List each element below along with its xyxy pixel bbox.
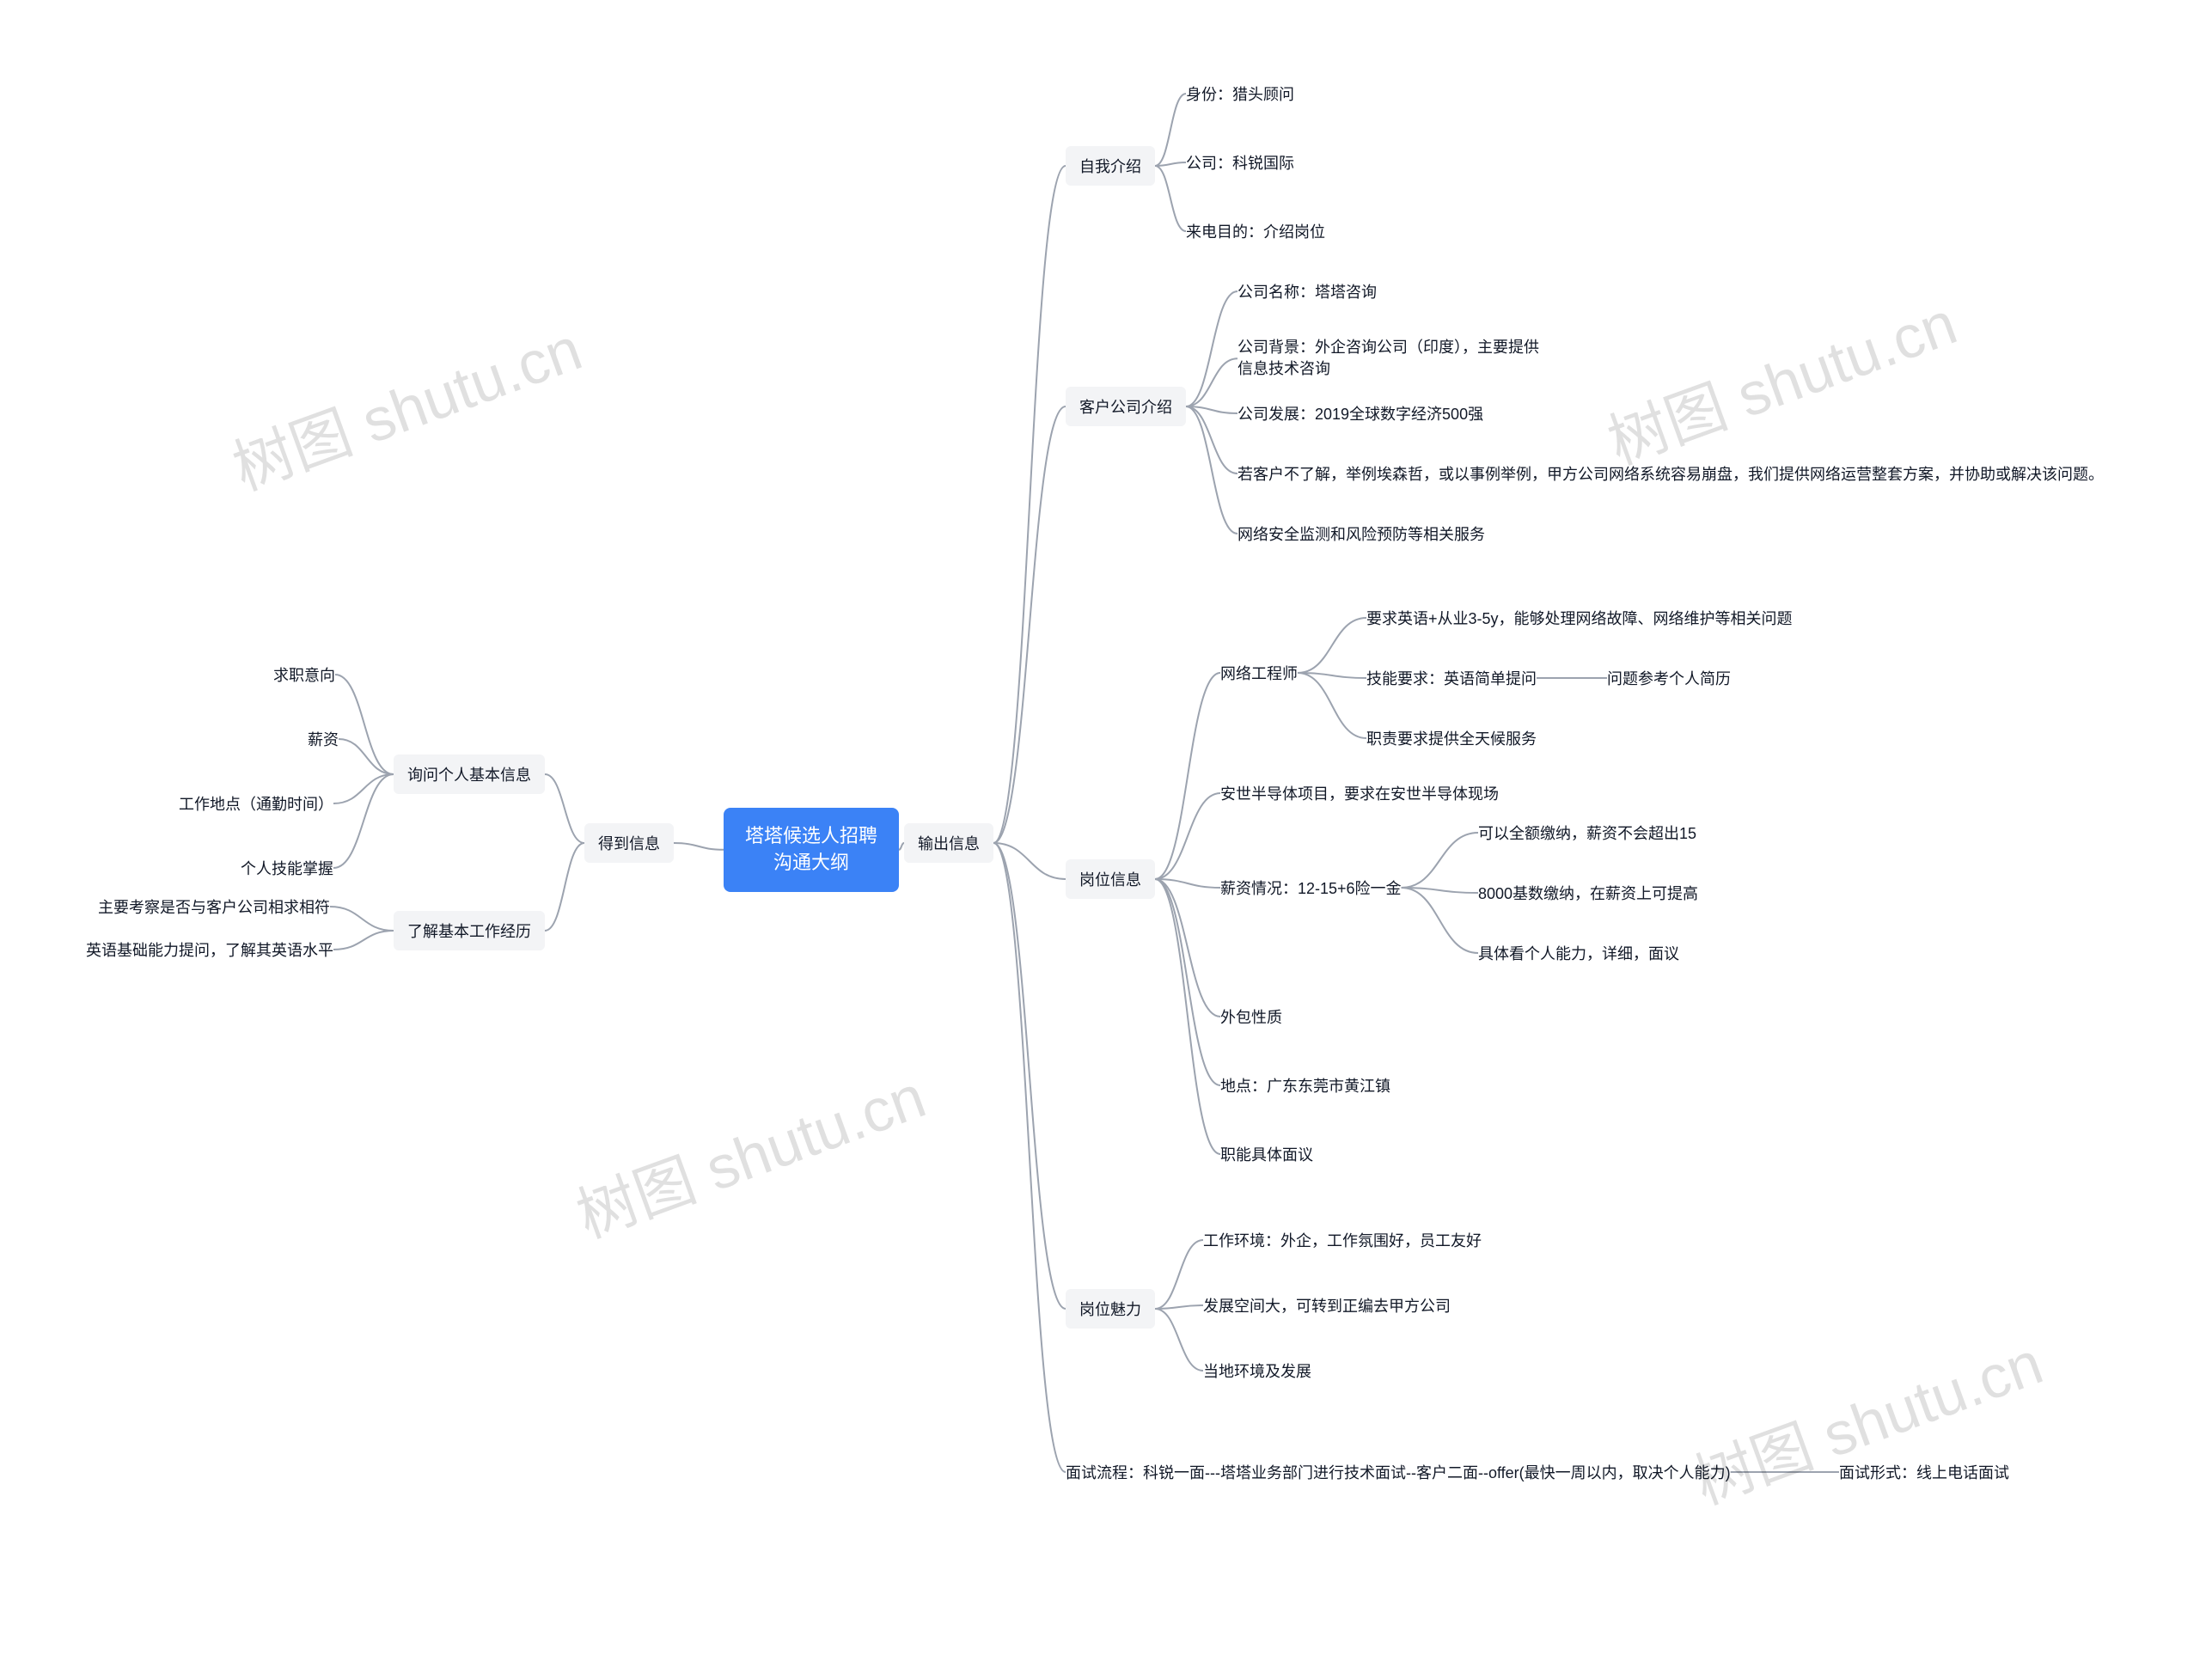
leaf-skill-req[interactable]: 技能要求：英语简单提问 <box>1366 667 1537 689</box>
root-node[interactable]: 塔塔候选人招聘沟通大纲 <box>724 808 899 892</box>
leaf-addr[interactable]: 地点：广东东莞市黄江镇 <box>1220 1074 1390 1097</box>
leaf-247[interactable]: 职责要求提供全天候服务 <box>1366 727 1537 749</box>
leaf-location[interactable]: 工作地点（通勤时间） <box>179 792 333 815</box>
mindmap-canvas: 塔塔候选人招聘沟通大纲 得到信息 询问个人基本信息 求职意向 薪资 工作地点（通… <box>0 0 2200 1680</box>
branch-basic-info[interactable]: 询问个人基本信息 <box>394 754 545 794</box>
branch-work-exp[interactable]: 了解基本工作经历 <box>394 911 545 950</box>
branch-label: 自我介绍 <box>1079 158 1141 175</box>
branch-role-charm[interactable]: 岗位魅力 <box>1066 1289 1155 1329</box>
branch-output-info[interactable]: 输出信息 <box>904 823 993 863</box>
leaf-salary-3[interactable]: 具体看个人能力，详细，面议 <box>1478 942 1679 964</box>
branch-self-intro[interactable]: 自我介绍 <box>1066 146 1155 186</box>
leaf-skill-ref[interactable]: 问题参考个人简历 <box>1607 667 1731 689</box>
branch-label: 得到信息 <box>598 835 660 852</box>
branch-role-info[interactable]: 岗位信息 <box>1066 859 1155 899</box>
branch-label: 客户公司介绍 <box>1079 399 1172 416</box>
branch-client-intro[interactable]: 客户公司介绍 <box>1066 387 1186 426</box>
leaf-salary[interactable]: 薪资 <box>308 728 339 750</box>
leaf-local[interactable]: 当地环境及发展 <box>1203 1359 1311 1382</box>
leaf-company[interactable]: 公司：科锐国际 <box>1186 151 1294 174</box>
branch-label: 岗位信息 <box>1079 871 1141 889</box>
branch-label: 了解基本工作经历 <box>407 923 531 940</box>
leaf-growth[interactable]: 发展空间大，可转到正编去甲方公司 <box>1203 1294 1451 1317</box>
leaf-interview-form[interactable]: 面试形式：线上电话面试 <box>1839 1461 2009 1483</box>
watermark: 树图 shutu.cn <box>220 302 592 508</box>
leaf-func[interactable]: 职能具体面议 <box>1220 1143 1313 1165</box>
leaf-salary-1[interactable]: 可以全额缴纳，薪资不会超出15 <box>1478 822 1696 844</box>
root-label: 塔塔候选人招聘沟通大纲 <box>745 825 877 873</box>
branch-net-engineer[interactable]: 网络工程师 <box>1220 662 1298 684</box>
leaf-english[interactable]: 英语基础能力提问，了解其英语水平 <box>86 938 333 961</box>
leaf-purpose[interactable]: 来电目的：介绍岗位 <box>1186 220 1325 242</box>
branch-interview-flow[interactable]: 面试流程：科锐一面---塔塔业务部门进行技术面试--客户二面--offer(最快… <box>1066 1461 1731 1483</box>
watermark: 树图 shutu.cn <box>564 1049 936 1255</box>
leaf-intention[interactable]: 求职意向 <box>273 663 335 686</box>
watermark: 树图 shutu.cn <box>1681 1316 2053 1522</box>
branch-label: 询问个人基本信息 <box>407 767 531 784</box>
leaf-match[interactable]: 主要考察是否与客户公司相求相符 <box>98 895 330 918</box>
leaf-salary-2[interactable]: 8000基数缴纳，在薪资上可提高 <box>1478 882 1698 904</box>
leaf-project[interactable]: 安世半导体项目，要求在安世半导体现场 <box>1220 782 1499 804</box>
leaf-client-serv[interactable]: 网络安全监测和风险预防等相关服务 <box>1238 522 1485 545</box>
branch-label: 输出信息 <box>918 835 980 852</box>
leaf-client-name[interactable]: 公司名称：塔塔咨询 <box>1238 280 1377 302</box>
leaf-env[interactable]: 工作环境：外企，工作氛围好，员工友好 <box>1203 1229 1482 1251</box>
branch-got-info[interactable]: 得到信息 <box>584 823 674 863</box>
branch-label: 岗位魅力 <box>1079 1301 1141 1318</box>
watermark: 树图 shutu.cn <box>1595 276 1967 482</box>
leaf-client-ex[interactable]: 若客户不了解，举例埃森哲，或以事例举例，甲方公司网络系统容易崩盘，我们提供网络运… <box>1238 462 2104 485</box>
branch-salary[interactable]: 薪资情况：12-15+6险一金 <box>1220 877 1402 899</box>
connectors-layer <box>0 0 2200 1680</box>
leaf-skills[interactable]: 个人技能掌握 <box>241 857 333 879</box>
leaf-req-eng[interactable]: 要求英语+从业3-5y，能够处理网络故障、网络维护等相关问题 <box>1366 607 1793 629</box>
leaf-outsource[interactable]: 外包性质 <box>1220 1005 1282 1028</box>
leaf-client-bg[interactable]: 公司背景：外企咨询公司（印度），主要提供信息技术咨询 <box>1238 337 1607 380</box>
leaf-client-dev[interactable]: 公司发展：2019全球数字经济500强 <box>1238 402 1483 425</box>
leaf-identity[interactable]: 身份：猎头顾问 <box>1186 82 1294 105</box>
